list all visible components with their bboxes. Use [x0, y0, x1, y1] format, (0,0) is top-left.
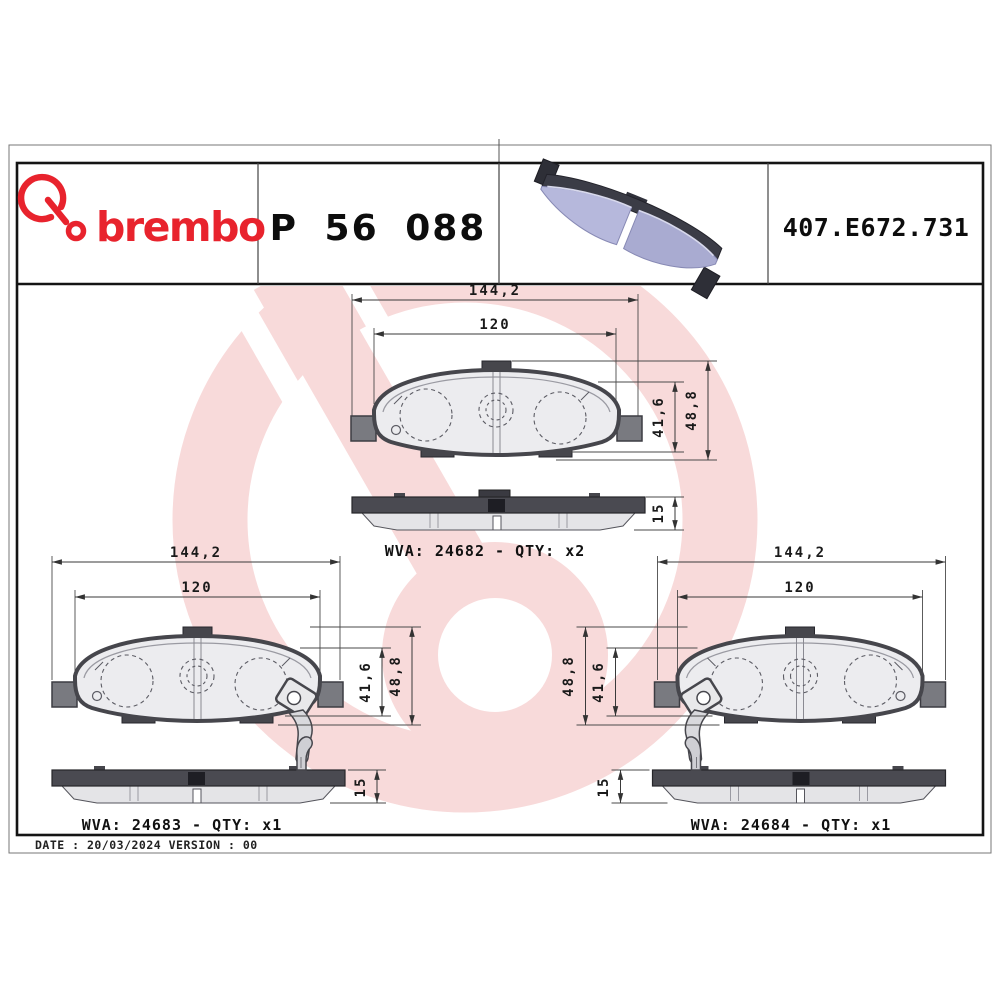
reference-number: 407.E672.731 — [783, 213, 970, 242]
brand-wordmark: brembo — [96, 203, 265, 251]
main-border — [15, 161, 985, 837]
wva-label-top: WVA: 24682 - QTY: x2 — [385, 542, 586, 560]
dim-overall-height-bl: 48,8 — [388, 655, 404, 697]
dim-pad-height-bl: 41,6 — [358, 661, 374, 703]
brake-pad-photo — [533, 158, 723, 300]
drawing-bottom-left: 144,2 120 41,6 48,8 15 WVA: 24683 - QTY:… — [52, 545, 421, 834]
dim-overall-width-br: 144,2 — [774, 545, 826, 561]
dim-pad-width-top: 120 — [479, 317, 510, 333]
footer-revision: DATE : 20/03/2024 VERSION : 00 — [35, 838, 258, 852]
dim-thickness-br: 15 — [596, 777, 612, 798]
drawing-bottom-right: 144,2 120 48,8 41,6 15 WVA: 24684 - QTY:… — [561, 545, 946, 834]
sheet-outer-frame — [8, 144, 992, 854]
dim-pad-width-bl: 120 — [181, 580, 212, 596]
dim-overall-width-bl: 144,2 — [170, 545, 222, 561]
dim-pad-width-br: 120 — [784, 580, 815, 596]
dim-overall-width-top: 144,2 — [469, 283, 521, 299]
wva-label-br: WVA: 24684 - QTY: x1 — [691, 816, 892, 834]
dim-overall-height-br: 48,8 — [561, 655, 577, 697]
dim-pad-height-top: 41,6 — [651, 396, 667, 438]
part-number: P 56 088 — [270, 208, 487, 249]
brembo-logo-icon — [17, 173, 87, 242]
drawing-top: 144,2 120 41,6 48,8 15 WVA: 24682 - QTY:… — [349, 283, 717, 560]
dim-thickness-bl: 15 — [353, 777, 369, 798]
dim-overall-height-top: 48,8 — [684, 389, 700, 431]
dim-pad-height-br: 41,6 — [591, 661, 607, 703]
wva-label-bl: WVA: 24683 - QTY: x1 — [82, 816, 283, 834]
dim-thickness-top: 15 — [651, 503, 667, 524]
